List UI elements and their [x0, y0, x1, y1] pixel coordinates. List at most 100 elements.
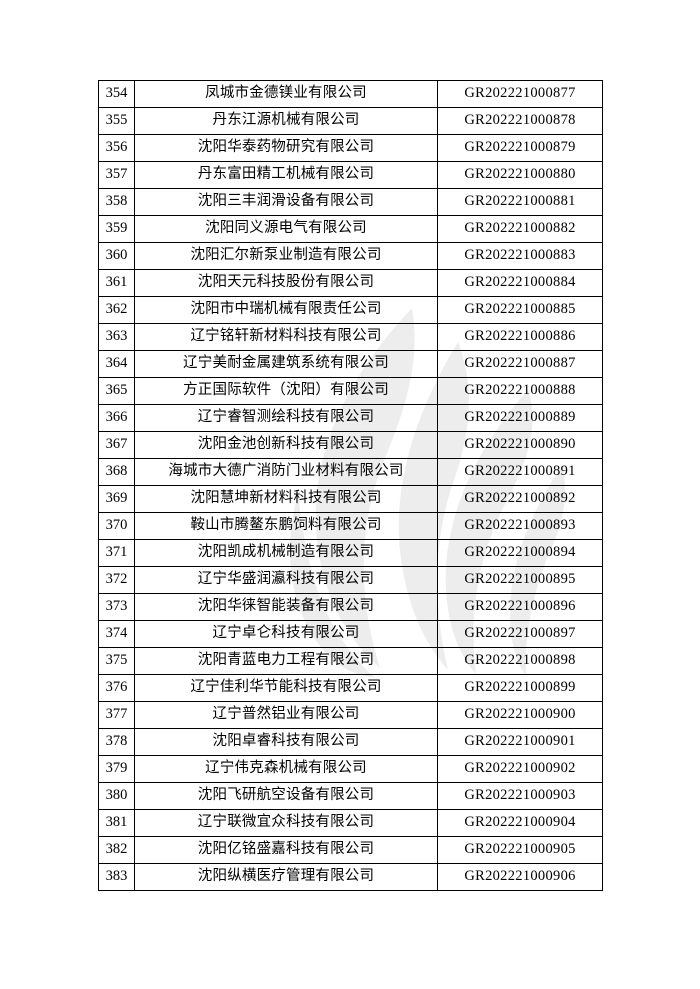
- table-row: 361 沈阳天元科技股份有限公司 GR202221000884: [98, 269, 603, 297]
- row-index-cell: 374: [98, 620, 135, 648]
- table-row: 359 沈阳同义源电气有限公司 GR202221000882: [98, 215, 603, 243]
- table-row: 367 沈阳金池创新科技有限公司 GR202221000890: [98, 431, 603, 459]
- row-index-cell: 357: [98, 161, 135, 189]
- table-row: 378 沈阳卓睿科技有限公司 GR202221000901: [98, 728, 603, 756]
- company-name-cell: 辽宁普然铝业有限公司: [134, 701, 438, 729]
- row-index-cell: 370: [98, 512, 135, 540]
- table-row: 366 辽宁睿智测绘科技有限公司 GR202221000889: [98, 404, 603, 432]
- registration-code-cell: GR202221000891: [437, 458, 603, 486]
- registration-code-cell: GR202221000888: [437, 377, 603, 405]
- registration-code-cell: GR202221000877: [437, 80, 603, 108]
- table-row: 374 辽宁卓仑科技有限公司 GR202221000897: [98, 620, 603, 648]
- row-index-cell: 361: [98, 269, 135, 297]
- registration-code-cell: GR202221000899: [437, 674, 603, 702]
- row-index-cell: 366: [98, 404, 135, 432]
- row-index-cell: 382: [98, 836, 135, 864]
- row-index-cell: 369: [98, 485, 135, 513]
- row-index-cell: 362: [98, 296, 135, 324]
- table-row: 371 沈阳凯成机械制造有限公司 GR202221000894: [98, 539, 603, 567]
- table-row: 383 沈阳纵横医疗管理有限公司 GR202221000906: [98, 863, 603, 891]
- company-name-cell: 丹东江源机械有限公司: [134, 107, 438, 135]
- table-row: 377 辽宁普然铝业有限公司 GR202221000900: [98, 701, 603, 729]
- table-row: 356 沈阳华泰药物研究有限公司 GR202221000879: [98, 134, 603, 162]
- table-row: 369 沈阳慧坤新材料科技有限公司 GR202221000892: [98, 485, 603, 513]
- table-row: 380 沈阳飞研航空设备有限公司 GR202221000903: [98, 782, 603, 810]
- registration-code-cell: GR202221000880: [437, 161, 603, 189]
- row-index-cell: 376: [98, 674, 135, 702]
- company-name-cell: 沈阳纵横医疗管理有限公司: [134, 863, 438, 891]
- table-row: 376 辽宁佳利华节能科技有限公司 GR202221000899: [98, 674, 603, 702]
- company-name-cell: 沈阳凯成机械制造有限公司: [134, 539, 438, 567]
- registration-code-cell: GR202221000883: [437, 242, 603, 270]
- row-index-cell: 372: [98, 566, 135, 594]
- row-index-cell: 358: [98, 188, 135, 216]
- table-row: 375 沈阳青蓝电力工程有限公司 GR202221000898: [98, 647, 603, 675]
- registration-code-cell: GR202221000882: [437, 215, 603, 243]
- registration-code-cell: GR202221000895: [437, 566, 603, 594]
- company-name-cell: 沈阳卓睿科技有限公司: [134, 728, 438, 756]
- company-name-cell: 沈阳汇尔新泵业制造有限公司: [134, 242, 438, 270]
- row-index-cell: 367: [98, 431, 135, 459]
- row-index-cell: 355: [98, 107, 135, 135]
- table-row: 373 沈阳华徕智能装备有限公司 GR202221000896: [98, 593, 603, 621]
- company-name-cell: 沈阳慧坤新材料科技有限公司: [134, 485, 438, 513]
- table-row: 372 辽宁华盛润瀛科技有限公司 GR202221000895: [98, 566, 603, 594]
- company-name-cell: 沈阳亿铭盛嘉科技有限公司: [134, 836, 438, 864]
- table-row: 358 沈阳三丰润滑设备有限公司 GR202221000881: [98, 188, 603, 216]
- table-row: 363 辽宁铭轩新材料科技有限公司 GR202221000886: [98, 323, 603, 351]
- table-row: 370 鞍山市腾鳌东鹏饲料有限公司 GR202221000893: [98, 512, 603, 540]
- row-index-cell: 368: [98, 458, 135, 486]
- row-index-cell: 364: [98, 350, 135, 378]
- registration-code-cell: GR202221000881: [437, 188, 603, 216]
- row-index-cell: 363: [98, 323, 135, 351]
- registration-code-cell: GR202221000902: [437, 755, 603, 783]
- registration-code-cell: GR202221000903: [437, 782, 603, 810]
- table-row: 355 丹东江源机械有限公司 GR202221000878: [98, 107, 603, 135]
- row-index-cell: 359: [98, 215, 135, 243]
- company-name-cell: 辽宁美耐金属建筑系统有限公司: [134, 350, 438, 378]
- registration-code-cell: GR202221000887: [437, 350, 603, 378]
- row-index-cell: 356: [98, 134, 135, 162]
- row-index-cell: 381: [98, 809, 135, 837]
- registration-code-cell: GR202221000897: [437, 620, 603, 648]
- company-name-cell: 沈阳金池创新科技有限公司: [134, 431, 438, 459]
- row-index-cell: 371: [98, 539, 135, 567]
- registration-code-cell: GR202221000889: [437, 404, 603, 432]
- company-name-cell: 辽宁华盛润瀛科技有限公司: [134, 566, 438, 594]
- company-name-cell: 辽宁卓仑科技有限公司: [134, 620, 438, 648]
- company-name-cell: 沈阳市中瑞机械有限责任公司: [134, 296, 438, 324]
- row-index-cell: 378: [98, 728, 135, 756]
- company-name-cell: 沈阳三丰润滑设备有限公司: [134, 188, 438, 216]
- company-name-cell: 方正国际软件（沈阳）有限公司: [134, 377, 438, 405]
- registration-code-cell: GR202221000894: [437, 539, 603, 567]
- registration-code-cell: GR202221000885: [437, 296, 603, 324]
- table-row: 354 凤城市金德镁业有限公司 GR202221000877: [98, 80, 603, 108]
- table-body: 354 凤城市金德镁业有限公司 GR202221000877 355 丹东江源机械有限公…: [98, 80, 603, 891]
- row-index-cell: 360: [98, 242, 135, 270]
- registration-code-cell: GR202221000878: [437, 107, 603, 135]
- table-row: 382 沈阳亿铭盛嘉科技有限公司 GR202221000905: [98, 836, 603, 864]
- company-name-cell: 沈阳华泰药物研究有限公司: [134, 134, 438, 162]
- row-index-cell: 380: [98, 782, 135, 810]
- company-name-cell: 沈阳飞研航空设备有限公司: [134, 782, 438, 810]
- registration-code-cell: GR202221000893: [437, 512, 603, 540]
- company-name-cell: 辽宁联微宜众科技有限公司: [134, 809, 438, 837]
- company-name-cell: 辽宁铭轩新材料科技有限公司: [134, 323, 438, 351]
- registration-code-cell: GR202221000884: [437, 269, 603, 297]
- registration-code-cell: GR202221000905: [437, 836, 603, 864]
- registration-code-cell: GR202221000890: [437, 431, 603, 459]
- company-name-cell: 沈阳天元科技股份有限公司: [134, 269, 438, 297]
- registration-code-cell: GR202221000896: [437, 593, 603, 621]
- row-index-cell: 379: [98, 755, 135, 783]
- table-row: 357 丹东富田精工机械有限公司 GR202221000880: [98, 161, 603, 189]
- registration-code-cell: GR202221000892: [437, 485, 603, 513]
- registration-code-cell: GR202221000879: [437, 134, 603, 162]
- registration-code-cell: GR202221000886: [437, 323, 603, 351]
- row-index-cell: 373: [98, 593, 135, 621]
- company-name-cell: 沈阳华徕智能装备有限公司: [134, 593, 438, 621]
- table-row: 360 沈阳汇尔新泵业制造有限公司 GR202221000883: [98, 242, 603, 270]
- company-name-cell: 海城市大德广消防门业材料有限公司: [134, 458, 438, 486]
- enterprise-registration-table: 354 凤城市金德镁业有限公司 GR202221000877 355 丹东江源机械有限公…: [98, 80, 603, 891]
- table-row: 368 海城市大德广消防门业材料有限公司 GR202221000891: [98, 458, 603, 486]
